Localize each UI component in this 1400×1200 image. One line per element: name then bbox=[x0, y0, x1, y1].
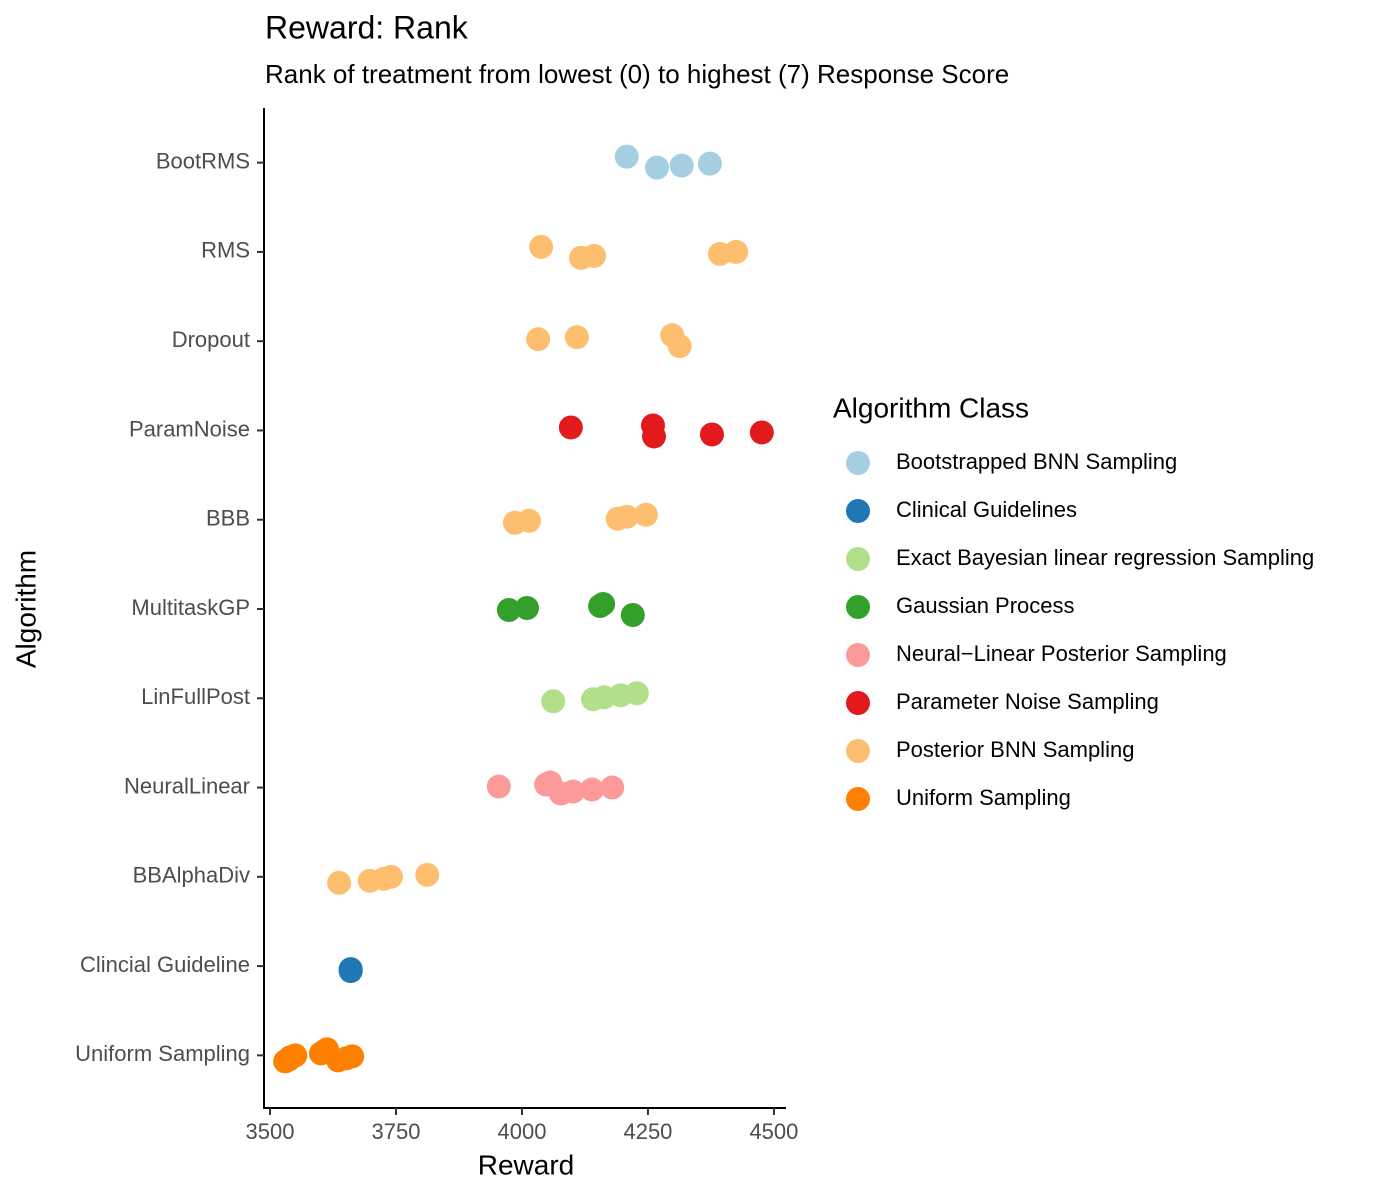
point bbox=[600, 775, 625, 800]
point bbox=[560, 779, 585, 804]
legend-marker bbox=[846, 691, 870, 715]
chart-subtitle: Rank of treatment from lowest (0) to hig… bbox=[265, 59, 1009, 89]
legend-marker bbox=[846, 643, 870, 667]
point bbox=[415, 862, 440, 887]
point bbox=[669, 153, 694, 178]
y-tick-label: MultitaskGP bbox=[131, 595, 250, 620]
point bbox=[580, 777, 605, 802]
point bbox=[338, 957, 363, 982]
legend-label: Gaussian Process bbox=[896, 593, 1075, 618]
y-tick-label: BBB bbox=[206, 506, 250, 531]
point bbox=[541, 689, 566, 714]
x-tick-label: 3750 bbox=[372, 1119, 421, 1144]
y-tick-label: LinFullPost bbox=[141, 684, 250, 709]
legend-marker bbox=[846, 451, 870, 475]
x-tick-label: 4000 bbox=[498, 1119, 547, 1144]
point bbox=[582, 243, 607, 268]
legend-title: Algorithm Class bbox=[833, 392, 1029, 423]
y-tick-label: NeuralLinear bbox=[124, 773, 250, 798]
point bbox=[614, 144, 639, 169]
legend-marker bbox=[846, 787, 870, 811]
y-tick-label: RMS bbox=[201, 238, 250, 263]
point bbox=[529, 234, 554, 259]
point bbox=[327, 870, 352, 895]
y-tick-label: Uniform Sampling bbox=[75, 1041, 250, 1066]
legend-label: Uniform Sampling bbox=[896, 785, 1071, 810]
y-tick-label: Clincial Guideline bbox=[80, 952, 250, 977]
point bbox=[697, 151, 722, 176]
x-tick-label: 3500 bbox=[246, 1119, 295, 1144]
legend-marker bbox=[846, 595, 870, 619]
y-tick-label: BBAlphaDiv bbox=[133, 863, 250, 888]
point bbox=[558, 415, 583, 440]
y-axis-title: Algorithm bbox=[10, 550, 41, 668]
legend-label: Bootstrapped BNN Sampling bbox=[896, 449, 1177, 474]
legend-label: Exact Bayesian linear regression Samplin… bbox=[896, 545, 1314, 570]
y-tick-label: Dropout bbox=[172, 327, 250, 352]
x-tick-label: 4500 bbox=[749, 1119, 798, 1144]
point bbox=[515, 596, 540, 620]
chart-title: Reward: Rank bbox=[265, 9, 469, 45]
point bbox=[633, 502, 658, 527]
point bbox=[283, 1043, 308, 1068]
x-axis-title: Reward bbox=[478, 1149, 574, 1180]
point bbox=[526, 327, 551, 352]
point bbox=[645, 155, 670, 180]
point bbox=[624, 681, 649, 706]
y-tick-label: ParamNoise bbox=[129, 416, 250, 441]
point bbox=[340, 1044, 365, 1069]
point bbox=[378, 864, 403, 889]
point bbox=[667, 334, 692, 359]
point bbox=[486, 774, 511, 799]
point bbox=[641, 424, 666, 449]
x-tick-label: 4250 bbox=[623, 1119, 672, 1144]
legend-label: Clinical Guidelines bbox=[896, 497, 1077, 522]
point bbox=[496, 598, 521, 622]
legend-marker bbox=[846, 739, 870, 763]
point bbox=[724, 239, 749, 264]
point bbox=[699, 422, 724, 447]
y-tick-label: BootRMS bbox=[156, 148, 250, 173]
legend-label: Posterior BNN Sampling bbox=[896, 737, 1134, 762]
legend-marker bbox=[846, 547, 870, 571]
legend-label: Parameter Noise Sampling bbox=[896, 689, 1159, 714]
legend-label: Neural−Linear Posterior Sampling bbox=[896, 641, 1227, 666]
point bbox=[749, 420, 774, 445]
legend-marker bbox=[846, 499, 870, 523]
point bbox=[620, 603, 645, 627]
point bbox=[591, 592, 616, 616]
point bbox=[564, 325, 589, 350]
point bbox=[614, 504, 639, 529]
point bbox=[517, 508, 542, 533]
